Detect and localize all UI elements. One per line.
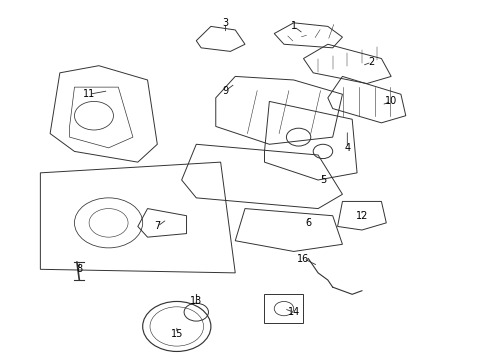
Text: 7: 7 (154, 221, 160, 231)
Text: 2: 2 (368, 57, 375, 67)
Text: 16: 16 (297, 253, 310, 264)
Text: 13: 13 (190, 296, 202, 306)
Text: 3: 3 (222, 18, 228, 28)
Text: 8: 8 (76, 264, 82, 274)
Text: 4: 4 (344, 143, 350, 153)
Text: 15: 15 (171, 329, 183, 339)
Text: 12: 12 (356, 211, 368, 221)
Text: 1: 1 (291, 21, 297, 31)
Text: 11: 11 (83, 89, 95, 99)
Text: 14: 14 (288, 307, 300, 317)
Text: 5: 5 (320, 175, 326, 185)
Text: 6: 6 (305, 218, 312, 228)
Bar (265, 294, 303, 323)
Text: 9: 9 (222, 86, 228, 96)
Text: 10: 10 (385, 96, 397, 107)
